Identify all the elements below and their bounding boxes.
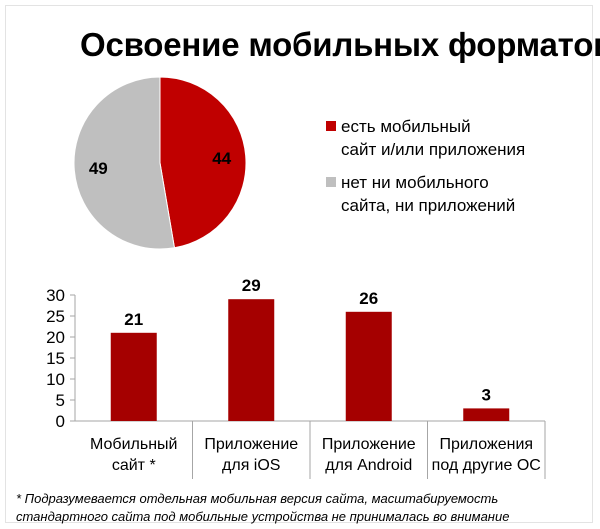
- x-category-label: под другие ОС: [432, 457, 541, 474]
- legend-label-line: сайт и/или приложения: [341, 140, 526, 159]
- x-category-label: для iOS: [222, 457, 280, 474]
- x-category-label: для Android: [325, 457, 412, 474]
- y-tick-label: 20: [46, 328, 65, 347]
- chart-frame: [5, 5, 593, 523]
- x-category-label: Мобильный: [90, 436, 177, 453]
- pie-legend: есть мобильный сайт и/или приложения нет…: [326, 115, 571, 227]
- y-tick-label: 15: [46, 349, 65, 368]
- legend-label-line: нет ни мобильного: [341, 173, 489, 192]
- bar: [228, 299, 275, 421]
- footnote: * Подразумевается отдельная мобильная ве…: [16, 490, 509, 526]
- bar-data-label: 29: [242, 276, 261, 295]
- footnote-line: * Подразумевается отдельная мобильная ве…: [16, 491, 499, 506]
- x-category-label: сайт *: [112, 457, 156, 474]
- x-category-label: Приложения: [439, 436, 533, 453]
- legend-label-line: сайта, ни приложений: [341, 196, 516, 215]
- legend-swatch-gray: [326, 177, 336, 187]
- pie-chart: 44 49: [73, 76, 247, 250]
- pie-label-has-mobile: 44: [212, 149, 231, 168]
- footnote-line: стандартного сайта под мобильные устройс…: [16, 509, 510, 524]
- x-category-label: Приложение: [322, 436, 416, 453]
- bar: [345, 311, 392, 421]
- legend-label-line: есть мобильный: [341, 117, 471, 136]
- pie-slice-no-mobile: [73, 76, 176, 250]
- y-tick-label: 30: [46, 286, 65, 305]
- bar: [463, 408, 510, 421]
- y-tick-label: 10: [46, 370, 65, 389]
- bar-data-label: 3: [482, 385, 491, 404]
- y-tick-label: 25: [46, 307, 65, 326]
- legend-item-no-mobile: нет ни мобильного сайта, ни приложений: [326, 171, 571, 217]
- bar-data-label: 26: [359, 289, 378, 308]
- pie-slice-has-mobile: [159, 76, 247, 249]
- bar-data-label: 21: [124, 310, 143, 329]
- pie-label-no-mobile: 49: [89, 159, 108, 178]
- legend-swatch-red: [326, 121, 336, 131]
- x-category-label: Приложение: [204, 436, 298, 453]
- y-tick-label: 5: [56, 391, 65, 410]
- legend-item-has-mobile: есть мобильный сайт и/или приложения: [326, 115, 571, 161]
- bar: [110, 332, 157, 421]
- chart-title: Освоение мобильных форматов: [80, 26, 600, 63]
- bar-chart: 0 5 10 15 20 25 30 21 Мобильный сайт * 29 Приложени…: [46, 276, 546, 479]
- y-tick-label: 0: [56, 412, 65, 431]
